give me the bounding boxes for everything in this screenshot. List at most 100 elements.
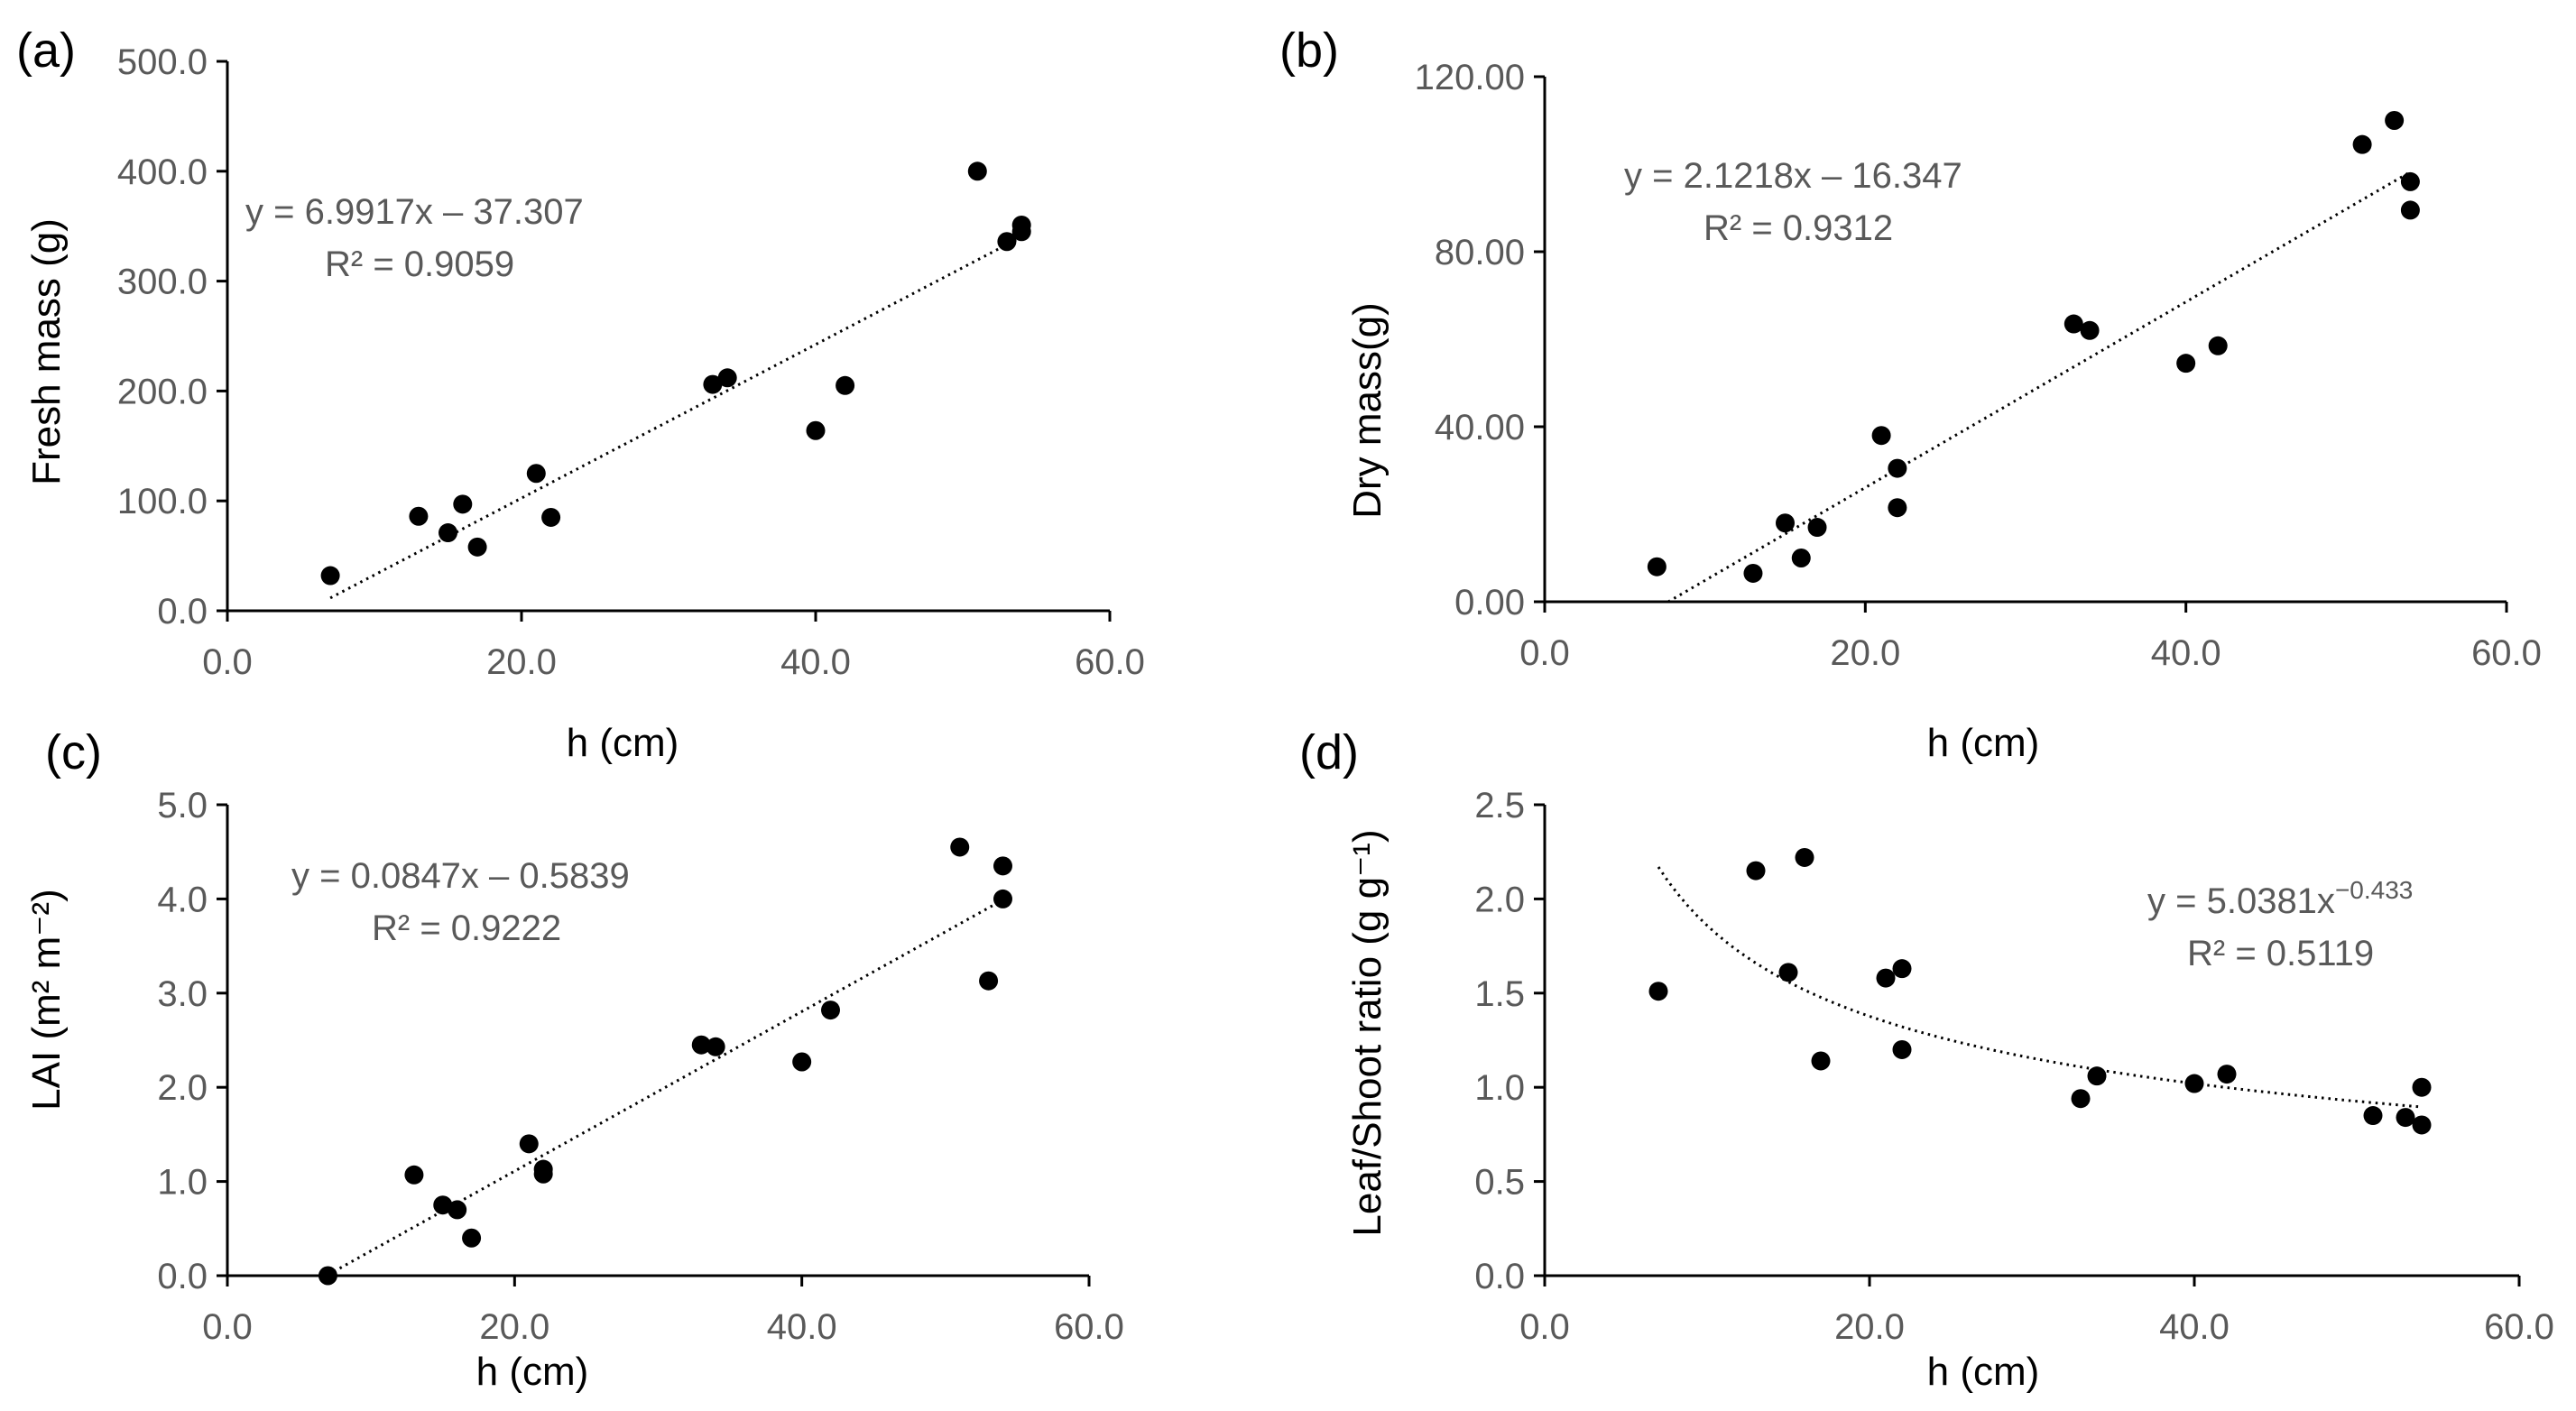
data-point [1795,847,1814,867]
panel-c: (c) h (cm) LAI (m² m⁻²) y = 0.0847x – 0.… [24,725,1124,1394]
y-tick-label: 1.0 [1474,1068,1525,1108]
x-tick-label: 20.0 [486,642,557,682]
panel-b: (b) h (cm) Dry mass(g) y = 2.1218x – 16.… [1279,23,2542,765]
r-squared: R² = 0.9059 [325,244,514,284]
data-point [1011,215,1031,235]
data-point [703,374,723,394]
data-point [1871,426,1891,446]
data-point [1892,1039,1912,1059]
data-point [997,232,1017,252]
panel-label: (a) [16,23,76,78]
y-axis-title: Dry mass(g) [1345,302,1390,519]
x-tick-label: 40.0 [767,1307,837,1347]
x-tick-label: 60.0 [1075,642,1145,682]
y-tick-label: 0.0 [157,592,208,632]
y-tick-label: 120.00 [1415,58,1525,97]
data-point [2352,134,2372,154]
x-tick-label: 20.0 [1834,1307,1905,1347]
trendline-equation: y = 5.0381x−0.433 [2147,876,2413,921]
data-point [541,507,561,527]
y-axis-title: LAI (m² m⁻²) [24,889,69,1111]
data-point [1876,968,1896,988]
y-tick-label: 2.5 [1474,786,1525,825]
trendline [329,235,1022,600]
data-point [993,856,1012,876]
data-point [526,464,546,484]
data-point [2400,200,2420,220]
y-axis-title: Fresh mass (g) [24,218,69,485]
data-point [950,837,970,857]
y-tick-label: 40.00 [1435,408,1525,447]
panel-label: (d) [1299,725,1359,779]
data-point [691,1035,711,1055]
x-axis-title: h (cm) [567,721,679,765]
data-point [320,566,340,586]
y-tick-label: 100.0 [117,482,208,521]
data-point [2385,111,2405,130]
data-point [2087,1066,2107,1086]
x-tick-label: 20.0 [1830,633,1900,673]
x-tick-label: 0.0 [202,642,253,682]
data-point [1776,513,1795,533]
y-tick-label: 200.0 [117,372,208,411]
data-point [792,1052,812,1072]
x-axis-title: h (cm) [1927,721,2040,765]
data-point [979,971,999,991]
data-point [2064,314,2083,334]
x-axis-title: h (cm) [1927,1350,2040,1394]
data-point [2412,1115,2432,1135]
r-squared: R² = 0.9222 [372,908,561,948]
y-tick-label: 0.0 [157,1257,208,1296]
y-axis-title: Leaf/Shoot ratio (g g⁻¹) [1345,829,1390,1236]
equation-base: y = 5.0381x [2147,881,2335,921]
panel-a: (a) h (cm) Fresh mass (g) y = 6.9917x – … [16,23,1145,765]
y-tick-label: 300.0 [117,263,208,302]
y-tick-label: 1.0 [157,1163,208,1203]
x-tick-label: 20.0 [479,1307,549,1347]
data-point [1647,557,1667,576]
trendline [1657,866,2423,1109]
data-point [439,523,457,543]
data-point [318,1266,337,1286]
r-squared: R² = 0.5119 [2187,934,2374,973]
data-point [836,375,855,395]
data-point [2217,1065,2237,1084]
data-point [2176,354,2196,374]
y-tick-label: 4.0 [157,880,208,919]
data-point [1791,549,1811,567]
y-tick-label: 1.5 [1474,974,1525,1014]
x-tick-label: 60.0 [2471,633,2542,673]
y-tick-label: 0.00 [1454,583,1525,622]
y-tick-label: 5.0 [157,786,208,825]
data-point [2363,1106,2383,1126]
x-tick-label: 60.0 [1054,1307,1124,1347]
data-point [1778,963,1798,982]
data-point [2396,1108,2415,1128]
data-point [967,161,987,181]
data-point [2080,320,2100,340]
data-point [993,889,1012,908]
trendline [1667,171,2412,604]
panel-d: (d) h (cm) Leaf/Shoot ratio (g g⁻¹) y = … [1299,725,2554,1394]
data-point [2208,336,2228,355]
data-point [1892,959,1912,979]
x-tick-label: 60.0 [2484,1307,2554,1347]
data-point [453,494,473,514]
y-tick-label: 80.00 [1435,233,1525,272]
data-point [2071,1089,2091,1109]
data-point [462,1228,482,1248]
data-point [717,368,737,388]
x-axis-title: h (cm) [476,1350,589,1394]
data-point [806,420,826,440]
trendline-equation: y = 2.1218x – 16.347 [1624,156,1962,196]
x-tick-label: 0.0 [202,1307,253,1347]
y-tick-label: 2.0 [157,1068,208,1108]
data-point [467,537,487,557]
data-point [1648,982,1668,1001]
data-point [448,1200,467,1220]
data-point [1811,1051,1831,1071]
x-tick-label: 40.0 [2151,633,2221,673]
data-point [1743,563,1763,583]
data-point [533,1164,553,1184]
panel-label: (c) [45,725,102,779]
